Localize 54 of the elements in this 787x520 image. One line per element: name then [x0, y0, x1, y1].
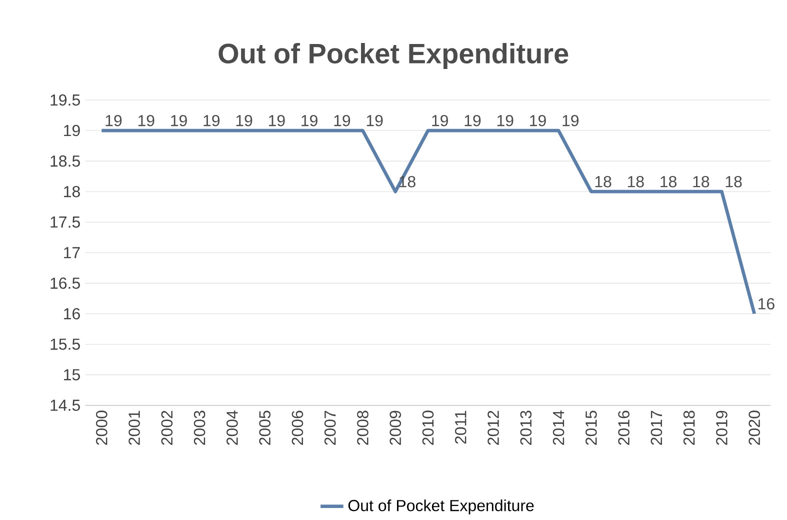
x-tick-label: 2019: [716, 410, 728, 445]
x-tick-label: 2001: [128, 410, 140, 445]
x-tick-label: 2008: [357, 410, 368, 445]
data-label: 19: [497, 114, 514, 126]
data-label: 18: [726, 176, 742, 188]
x-tick-label: 2005: [259, 410, 270, 445]
x-tick-label: 2007: [324, 410, 336, 445]
x-tick-label: 2018: [683, 410, 695, 445]
y-tick-label: 17.5: [50, 216, 80, 228]
x-tick-label: 2012: [488, 410, 499, 445]
x-tick-label: 2015: [586, 410, 597, 445]
y-tick-label: 16: [64, 308, 80, 320]
data-label: 19: [204, 114, 220, 126]
data-label: 19: [171, 114, 187, 126]
x-tick-label: 2010: [422, 410, 434, 445]
x-tick-label: 2017: [650, 410, 662, 445]
legend-label: Out of Pocket Expenditure: [348, 499, 534, 514]
x-tick-label: 2020: [748, 410, 760, 445]
data-label: 19: [106, 114, 122, 126]
x-tick-label: 2002: [161, 410, 173, 445]
x-tick-label: 2014: [552, 410, 564, 445]
data-label: 16: [758, 298, 774, 310]
data-label: 19: [268, 114, 285, 126]
y-tick-label: 14.5: [50, 400, 80, 411]
x-tick-label: 2011: [454, 410, 466, 444]
y-tick-label: 15: [64, 369, 80, 380]
y-tick-label: 18: [64, 186, 80, 198]
y-tick-label: 18.5: [50, 155, 80, 167]
data-label: 18: [693, 176, 710, 188]
x-tick-label: 2016: [618, 410, 630, 445]
data-label: 19: [236, 114, 252, 126]
chart-title: Out of Pocket Expenditure: [218, 42, 568, 70]
data-label: 19: [464, 114, 481, 126]
y-tick-label: 19: [64, 124, 80, 136]
x-tick-label: 2009: [390, 410, 402, 445]
data-label: 19: [530, 114, 546, 126]
data-label: 19: [432, 114, 448, 126]
data-label: 19: [138, 114, 154, 126]
data-label: 18: [628, 176, 644, 188]
x-tick-label: 2006: [292, 410, 304, 445]
data-label: 18: [660, 176, 676, 188]
x-tick-label: 2003: [194, 410, 206, 445]
data-label: 19: [302, 114, 318, 126]
x-tick-label: 2000: [96, 410, 108, 445]
data-label: 19: [334, 114, 350, 126]
x-tick-label: 2004: [226, 410, 238, 445]
data-label: 19: [366, 114, 383, 126]
y-tick-label: 19.5: [50, 94, 80, 106]
x-tick-label: 2013: [520, 410, 532, 445]
data-label: 18: [595, 176, 612, 188]
y-tick-label: 15.5: [50, 338, 80, 350]
data-label: 19: [562, 114, 579, 126]
y-tick-label: 17: [64, 247, 80, 258]
y-tick-label: 16.5: [50, 278, 80, 289]
